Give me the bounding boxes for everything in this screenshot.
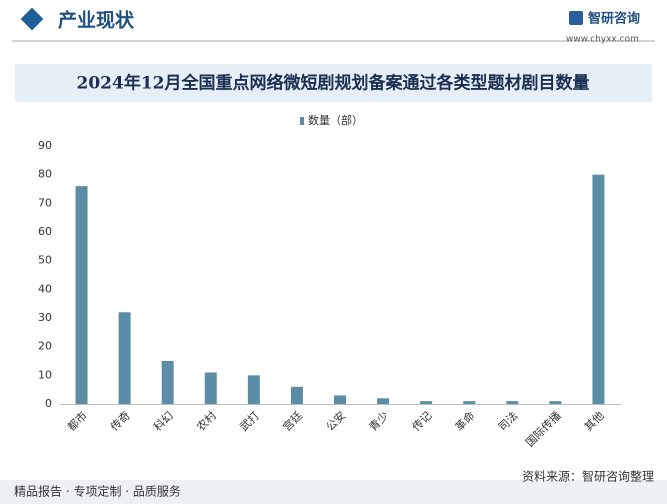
bar <box>247 375 260 404</box>
legend-swatch <box>300 117 304 125</box>
legend-label: 数量（部） <box>308 113 363 127</box>
bar <box>506 401 519 404</box>
x-tick-label: 青少 <box>367 409 392 434</box>
source-note: 资料来源：智研咨询整理 <box>522 469 654 484</box>
bar <box>161 361 174 404</box>
x-tick-label: 公安 <box>323 408 348 433</box>
y-tick-label: 50 <box>38 254 52 267</box>
title-bar <box>15 64 652 102</box>
x-tick-label: 科幻 <box>150 408 175 433</box>
y-tick-label: 70 <box>38 196 52 209</box>
y-tick-label: 90 <box>38 139 52 152</box>
x-tick-label: 其他 <box>582 409 607 434</box>
x-tick-label: 都市 <box>64 408 89 433</box>
y-tick-label: 80 <box>38 168 52 181</box>
x-tick-label: 农村 <box>194 408 219 433</box>
x-tick-label: 武打 <box>237 408 262 433</box>
section-title: 产业现状 <box>58 9 135 32</box>
bar <box>75 186 88 404</box>
website: www.chyxx.com <box>566 35 639 45</box>
footer-bar <box>0 480 667 504</box>
header-icon <box>20 7 44 31</box>
x-tick-label: 革命 <box>452 408 477 433</box>
y-tick-label: 40 <box>38 282 52 295</box>
footer-slogan: 精品报告 · 专项定制 · 品质服务 <box>14 484 181 499</box>
x-tick-label: 传奇 <box>108 409 133 434</box>
chart-title: 2024年12月全国重点网络微短剧规划备案通过各类型题材剧目数量 <box>77 73 590 94</box>
bar <box>592 174 605 404</box>
bar <box>118 312 131 404</box>
x-tick-label: 传记 <box>410 409 435 434</box>
brand-name: 智研咨询 <box>588 11 640 27</box>
x-tick-label: 司法 <box>495 408 520 433</box>
x-tick-label: 宫廷 <box>280 408 305 433</box>
bar <box>549 401 562 404</box>
bar <box>204 372 217 404</box>
y-tick-label: 30 <box>38 311 52 324</box>
bar <box>420 401 433 404</box>
y-tick-label: 60 <box>38 225 52 238</box>
bar <box>463 401 476 404</box>
bar <box>290 386 303 404</box>
x-tick-label: 国际传播 <box>523 408 564 449</box>
brand-logo <box>569 11 583 25</box>
y-tick-label: 10 <box>38 368 52 381</box>
y-tick-label: 20 <box>38 340 52 353</box>
bar <box>334 395 346 404</box>
y-tick-label: 0 <box>45 397 52 410</box>
bar <box>377 398 390 404</box>
